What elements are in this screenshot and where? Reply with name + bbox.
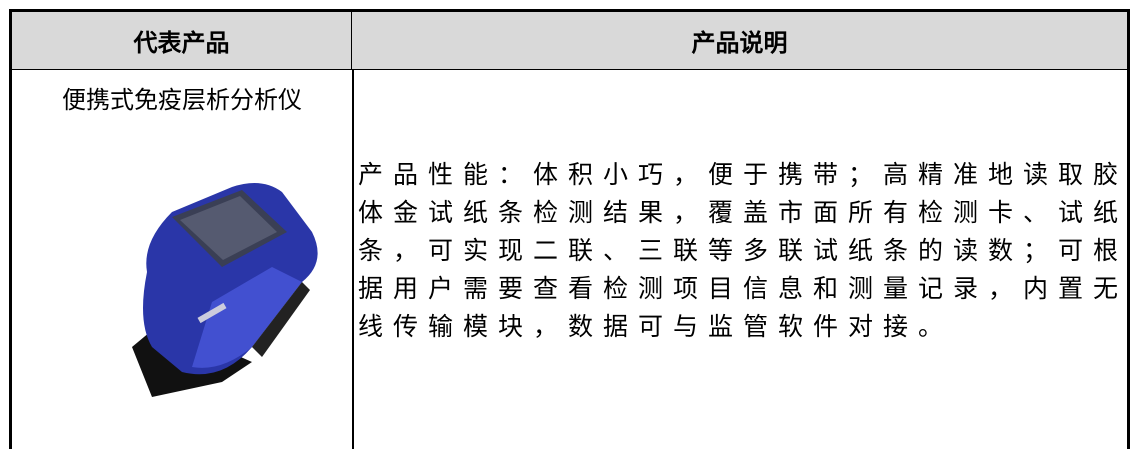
table: 代表产品 产品说明 便携式免疫层析分析仪 产品性能：体积小巧，便于携带；高精准地…: [9, 9, 1130, 449]
product-description: 产品性能：体积小巧，便于携带；高精准地读取胶体金试纸条检测结果，覆盖市面所有检测…: [358, 160, 1129, 341]
product-name: 便携式免疫层析分析仪: [62, 86, 302, 114]
product-image: [132, 183, 318, 397]
header-cell: 产品说明: [352, 12, 1127, 70]
column-divider: [352, 70, 354, 449]
header-cell: 代表产品: [12, 12, 352, 70]
